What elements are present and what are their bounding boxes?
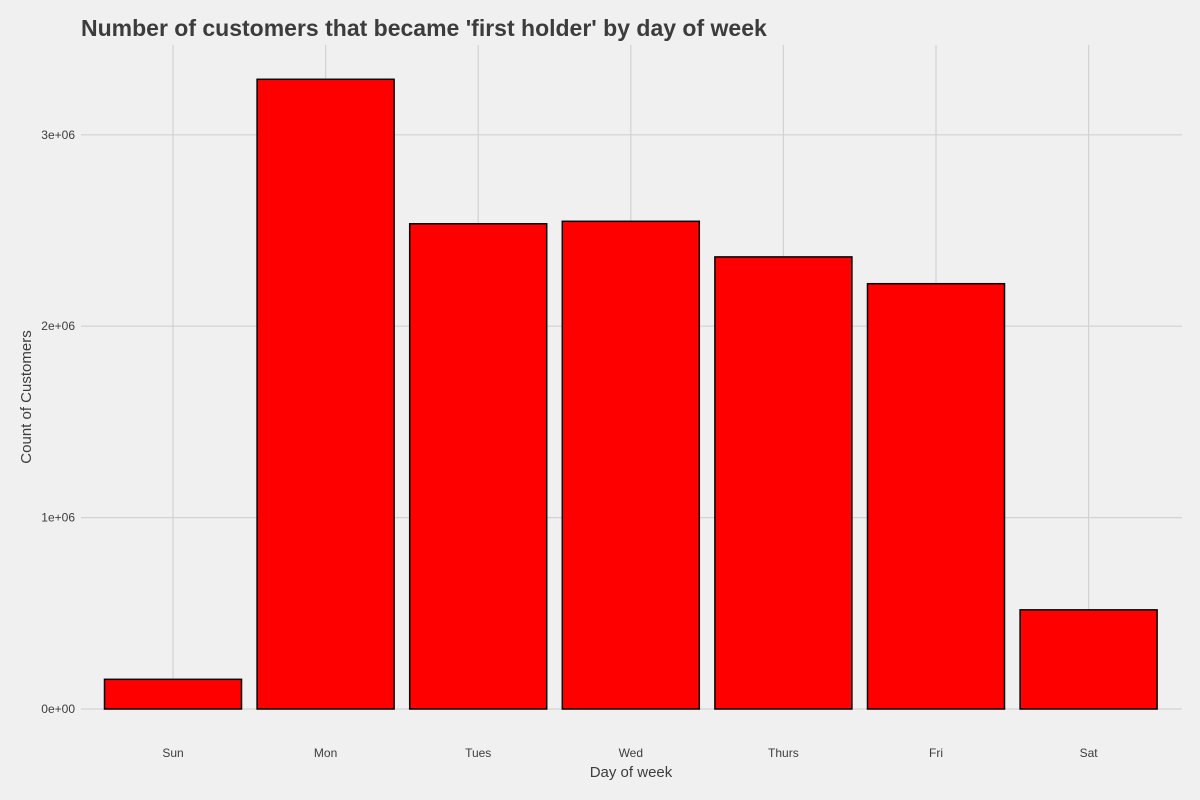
y-axis-tick-labels: 0e+00 1e+06 2e+06 3e+06: [41, 128, 75, 716]
bar-tues: [408, 223, 548, 710]
x-tick-label: Mon: [314, 746, 337, 760]
y-tick-label: 3e+06: [41, 128, 75, 142]
x-tick-label: Tues: [465, 746, 491, 760]
x-tick-label: Wed: [619, 746, 643, 760]
x-axis-title: Day of week: [590, 764, 673, 781]
x-tick-label: Sun: [162, 746, 183, 760]
y-tick-label: 1e+06: [41, 511, 75, 525]
y-tick-label: 0e+00: [41, 702, 75, 716]
x-tick-label: Sat: [1080, 746, 1099, 760]
bar-wed: [561, 220, 701, 710]
x-tick-label: Fri: [929, 746, 943, 760]
bar-sun: [103, 678, 243, 710]
bar-thurs: [714, 256, 853, 710]
bar-sat: [1019, 609, 1158, 710]
x-tick-label: Thurs: [768, 746, 799, 760]
x-axis-tick-labels: Sun Mon Tues Wed Thurs Fri Sat: [162, 746, 1098, 760]
bar-fri: [866, 282, 1006, 710]
y-axis-title: Count of Customers: [18, 330, 35, 463]
bar-mon: [256, 78, 395, 710]
chart-title: Number of customers that became 'first h…: [81, 15, 767, 41]
y-tick-label: 2e+06: [41, 319, 75, 333]
bar-layer: [103, 78, 1158, 710]
